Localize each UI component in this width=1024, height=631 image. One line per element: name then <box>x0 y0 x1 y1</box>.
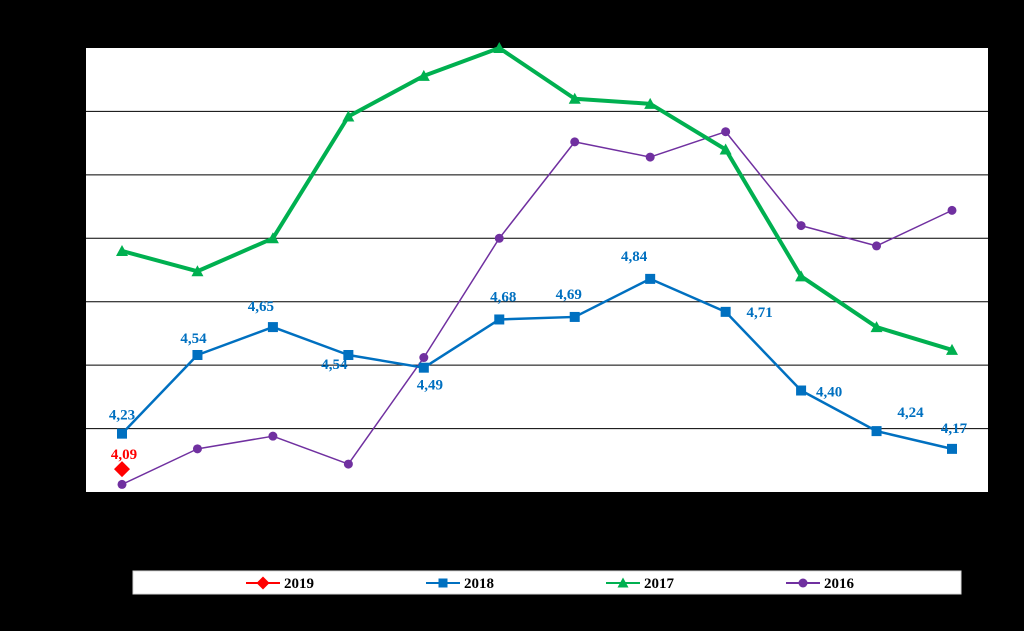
legend-2017-point <box>617 577 629 588</box>
series-2016-point <box>645 152 655 162</box>
data-label-2018: 4,68 <box>490 289 516 305</box>
series-2016-point <box>419 353 429 363</box>
data-label-2018: 4,65 <box>248 299 274 315</box>
series-group <box>114 42 958 489</box>
series-2017-point <box>493 42 506 53</box>
series-line-2017 <box>121 46 953 352</box>
legend: 2019 2018 2017 2016 <box>246 576 855 592</box>
series-2016-point <box>721 127 731 137</box>
series-2016-point <box>117 479 127 489</box>
data-label-2018: 4,54 <box>321 357 348 373</box>
series-2018-point <box>418 362 429 373</box>
series-2017-point <box>719 143 732 155</box>
series-2018-point <box>569 311 580 322</box>
data-label-2018: 4,23 <box>109 408 135 424</box>
legend-label-2017: 2017 <box>644 576 675 592</box>
series-2017-point <box>191 265 204 277</box>
legend-label-2018: 2018 <box>464 576 494 592</box>
data-label-2018: 4,40 <box>816 385 842 401</box>
series-2016-point <box>343 459 353 469</box>
legend-label-2019: 2019 <box>284 576 314 592</box>
series-2017-point <box>644 97 657 109</box>
legend-label-2016: 2016 <box>824 576 855 592</box>
data-label-2018: 4,54 <box>180 331 207 347</box>
data-labels: 4,23 4,54 4,65 4,54 4,49 4,68 4,69 4,84 4,71 4,40… <box>109 249 968 463</box>
series-2018-point <box>494 314 505 325</box>
series-2018-point <box>117 428 127 439</box>
gridlines <box>86 110 988 430</box>
data-label-2018: 4,71 <box>747 305 773 321</box>
series-2017-point <box>870 321 883 333</box>
series-2017-point <box>266 232 279 244</box>
series-2017-point <box>946 343 958 355</box>
series-2018-point <box>871 426 882 437</box>
series-2018-point <box>720 306 731 317</box>
series-line-2018 <box>121 277 953 451</box>
series-2017-point <box>342 110 355 122</box>
series-2016-point <box>494 233 504 243</box>
data-label-2018: 4,24 <box>897 405 924 421</box>
series-2018-point <box>192 349 203 360</box>
data-label-2019: 4,09 <box>111 447 137 463</box>
series-2017-point <box>116 244 128 256</box>
series-line-2016 <box>121 130 953 486</box>
legend-2016-point <box>798 578 808 588</box>
data-label-2018: 4,84 <box>621 249 648 265</box>
series-2016-point <box>796 221 806 231</box>
series-2017-point <box>795 270 808 282</box>
series-2018-point <box>343 349 354 360</box>
series-2018-point <box>796 385 807 396</box>
series-2018-point <box>267 322 278 333</box>
legend-2018-point <box>438 578 448 588</box>
data-label-2018: 4,17 <box>941 421 968 437</box>
series-2019-point <box>114 461 130 478</box>
legend-box <box>132 570 962 595</box>
legend-2019-point <box>256 576 270 590</box>
series-2016-point <box>268 431 278 441</box>
series-2017-point <box>568 92 581 104</box>
series-2016-point <box>872 241 882 251</box>
data-label-2018: 4,69 <box>556 287 582 303</box>
series-2018-point <box>645 273 656 284</box>
data-label-2018: 4,49 <box>417 378 443 394</box>
series-2018-point <box>947 443 957 454</box>
series-2017-point <box>417 69 430 81</box>
series-2016-point <box>570 137 580 147</box>
series-2016-point <box>192 444 202 454</box>
series-2016-point <box>947 205 957 215</box>
plot-area <box>86 48 988 492</box>
